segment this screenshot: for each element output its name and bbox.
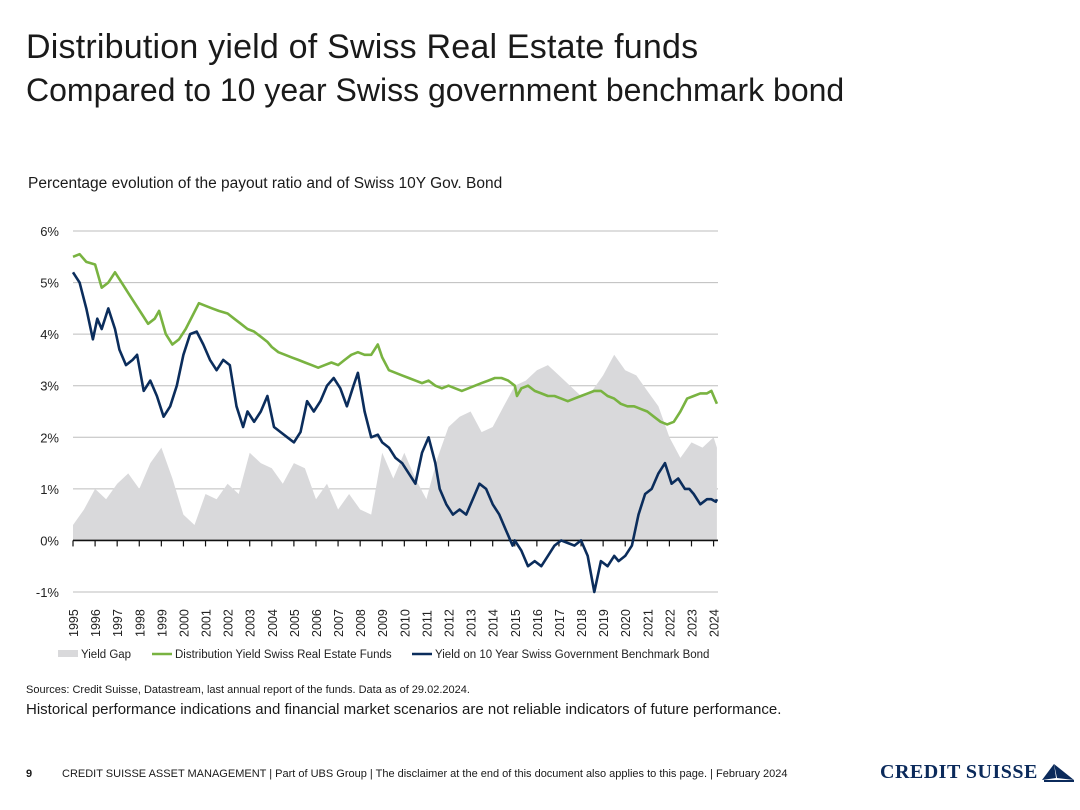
x-tick-label: 2019 xyxy=(597,609,611,637)
legend-label: Yield Gap xyxy=(81,649,131,661)
sources-note: Sources: Credit Suisse, Datastream, last… xyxy=(26,684,470,696)
zero-axis-layer xyxy=(72,539,718,547)
x-tick-labels: 1995 1996 1997 1998 1999 2000 2001 2002 2003 2004… xyxy=(67,609,722,637)
chart: -1% 0% 1% 2% 3% 4% 5% 6% 1995 1996 1997 1998 1999 20… xyxy=(36,224,722,661)
x-tick-label: 2015 xyxy=(509,609,523,637)
x-tick-label: 2011 xyxy=(420,610,434,637)
y-tick-label: 5% xyxy=(40,276,59,291)
y-tick-label: -1% xyxy=(36,585,60,600)
disclaimer-note: Historical performance indications and f… xyxy=(26,701,782,718)
x-tick-label: 2007 xyxy=(332,609,346,637)
chart-caption: Percentage evolution of the payout ratio… xyxy=(28,175,503,192)
x-tick-label: 2010 xyxy=(398,609,412,637)
y-tick-label: 0% xyxy=(40,533,59,548)
page-subtitle: Compared to 10 year Swiss government ben… xyxy=(26,72,845,108)
x-tick-label: 1996 xyxy=(89,609,103,637)
x-tick-label: 2000 xyxy=(177,609,191,637)
x-tick-label: 2001 xyxy=(200,609,214,637)
legend-label: Distribution Yield Swiss Real Estate Fun… xyxy=(175,649,392,661)
y-tick-label: 3% xyxy=(40,379,59,394)
y-tick-label: 1% xyxy=(40,482,59,497)
legend: Yield Gap Distribution Yield Swiss Real E… xyxy=(58,649,709,661)
x-tick-label: 2009 xyxy=(376,609,390,637)
x-tick-label: 2017 xyxy=(553,609,567,637)
footer-text: CREDIT SUISSE ASSET MANAGEMENT | Part of… xyxy=(62,768,788,780)
legend-label: Yield on 10 Year Swiss Government Benchm… xyxy=(435,649,709,661)
x-tick-label: 2024 xyxy=(708,609,722,637)
x-tick-label: 2008 xyxy=(354,609,368,637)
y-tick-label: 4% xyxy=(40,327,59,342)
sails-icon xyxy=(1041,764,1074,782)
x-tick-label: 2006 xyxy=(310,609,324,637)
x-tick-label: 2014 xyxy=(487,609,501,637)
x-tick-label: 2012 xyxy=(443,609,457,637)
page-title: Distribution yield of Swiss Real Estate … xyxy=(26,28,699,66)
x-tick-label: 2002 xyxy=(222,609,236,637)
page-number: 9 xyxy=(26,768,33,780)
x-tick-label: 2018 xyxy=(575,609,589,637)
x-tick-label: 2013 xyxy=(465,609,479,637)
y-tick-label: 2% xyxy=(40,430,59,445)
x-tick-label: 2003 xyxy=(244,609,258,637)
x-tick-label: 2021 xyxy=(641,609,655,637)
x-tick-label: 2016 xyxy=(531,609,545,637)
credit-suisse-logo: CREDIT SUISSE xyxy=(880,760,1076,784)
series-lines-layer xyxy=(71,252,719,594)
x-tick-label: 2005 xyxy=(288,609,302,637)
legend-swatch-gap xyxy=(58,650,78,657)
y-tick-label: 6% xyxy=(40,224,59,239)
bond-yield-line xyxy=(71,271,719,594)
yield-gap-area-layer xyxy=(73,354,717,541)
x-tick-label: 1998 xyxy=(133,609,147,637)
x-tick-label: 1999 xyxy=(155,609,169,637)
x-tick-label: 1997 xyxy=(111,609,125,637)
y-tick-labels: -1% 0% 1% 2% 3% 4% 5% 6% xyxy=(36,224,60,600)
x-tick-label: 1995 xyxy=(67,609,81,637)
x-tick-label: 2023 xyxy=(685,609,699,637)
real-estate-yield-line xyxy=(72,252,719,426)
grid-lines xyxy=(73,230,718,593)
logo-text: CREDIT SUISSE xyxy=(880,760,1038,783)
x-tick-label: 2020 xyxy=(619,609,633,637)
yield-gap-area xyxy=(73,354,717,541)
x-tick-label: 2022 xyxy=(663,609,677,637)
x-tick-label: 2004 xyxy=(266,609,280,637)
